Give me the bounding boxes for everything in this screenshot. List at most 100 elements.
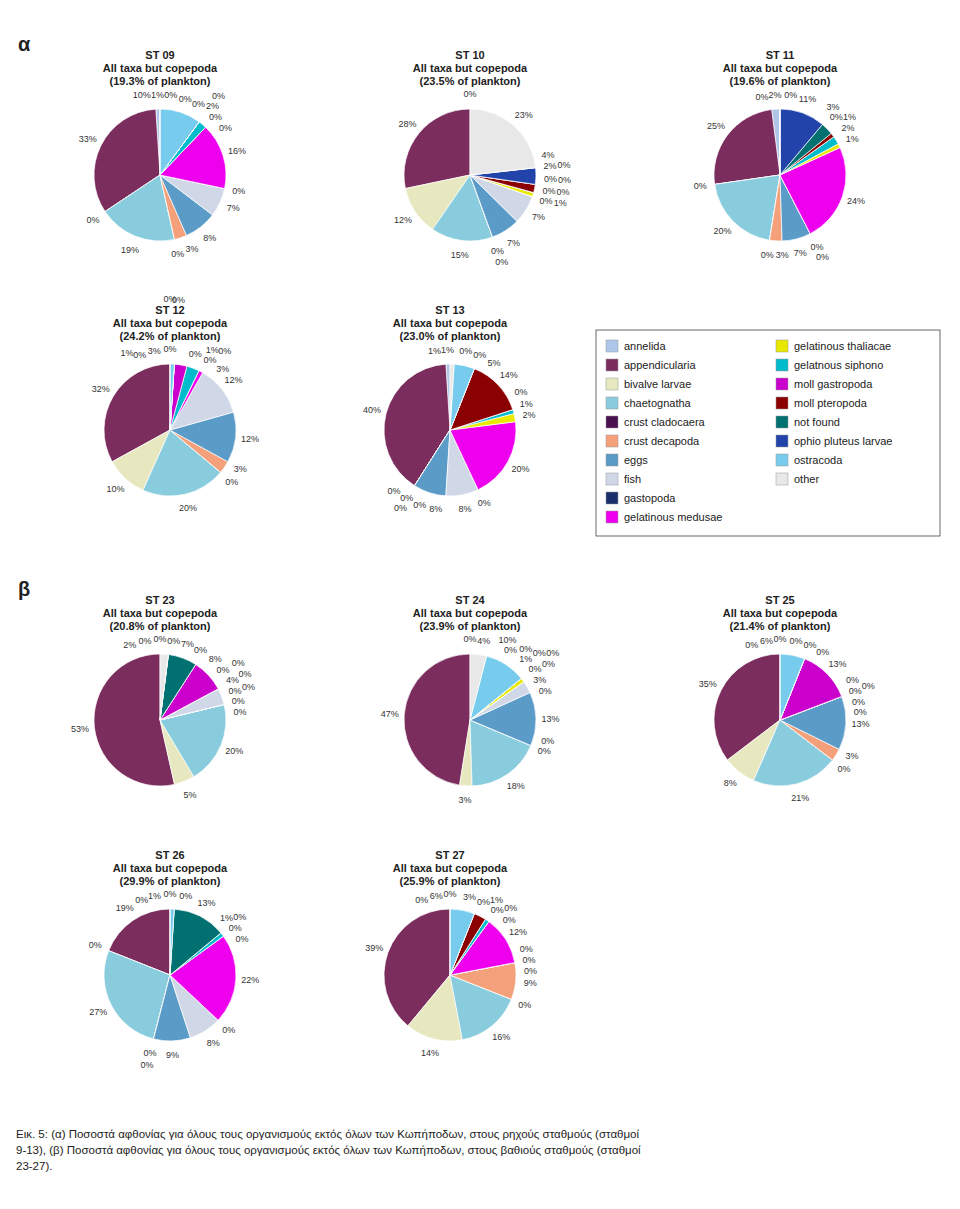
data-label: 8% bbox=[207, 1038, 220, 1048]
legend-swatch bbox=[606, 397, 618, 409]
data-label: 28% bbox=[398, 119, 416, 129]
legend-swatch bbox=[606, 435, 618, 447]
data-label: 0% bbox=[761, 250, 774, 260]
data-labels: 2%25%0%20%0%3%7%0%0%24%1%2%0%1%3%11%0%0% bbox=[694, 90, 865, 263]
legend-item: moll gastropoda bbox=[776, 378, 873, 390]
data-label: 0% bbox=[473, 350, 486, 360]
legend-label: gelatinous medusae bbox=[624, 511, 722, 523]
data-label: 0% bbox=[477, 897, 490, 907]
title-line: ST 09 bbox=[145, 49, 174, 61]
data-label: 21% bbox=[791, 793, 809, 803]
data-label: 3% bbox=[458, 795, 471, 805]
pie-chart: ST 25All taxa but copepoda(21.4% of plan… bbox=[699, 594, 875, 803]
data-label: 6% bbox=[760, 636, 773, 646]
title-line: ST 12 bbox=[155, 304, 184, 316]
pie-slice bbox=[170, 364, 174, 430]
subtitle-line: (23.0% of plankton) bbox=[400, 330, 501, 342]
chart-title: ST 10All taxa but copepoda(23.5% of plan… bbox=[413, 49, 528, 87]
data-label: 1% bbox=[554, 198, 567, 208]
data-labels: 0%32%10%20%0%3%12%12%0%1%0%3%3%0%0%0%1%0… bbox=[92, 294, 259, 513]
data-label: 33% bbox=[79, 134, 97, 144]
legend-frame bbox=[596, 330, 940, 536]
data-label: 16% bbox=[228, 146, 246, 156]
data-label: 0% bbox=[192, 99, 205, 109]
data-label: 10% bbox=[106, 484, 124, 494]
data-label: 20% bbox=[225, 746, 243, 756]
data-label: 3% bbox=[185, 244, 198, 254]
data-label: 8% bbox=[724, 778, 737, 788]
data-labels: 1%40%0%0%0%0%8%8%0%20%2%1%0%14%0%0%5%1% bbox=[363, 345, 536, 515]
data-label: 25% bbox=[707, 121, 725, 131]
data-label: 12% bbox=[224, 375, 242, 385]
pie-chart: ST 23All taxa but copepoda(20.8% of plan… bbox=[71, 594, 255, 800]
data-label: 0% bbox=[143, 1048, 156, 1058]
pie-slice bbox=[170, 364, 174, 430]
data-label: 0% bbox=[228, 686, 241, 696]
title-line: ST 10 bbox=[455, 49, 484, 61]
data-label: 0% bbox=[242, 682, 255, 692]
data-label: 2% bbox=[206, 101, 219, 111]
data-label: 0% bbox=[239, 669, 252, 679]
data-label: 0% bbox=[523, 955, 536, 965]
data-label: 5% bbox=[488, 358, 501, 368]
data-label: 0% bbox=[546, 648, 559, 658]
data-label: 3% bbox=[148, 346, 161, 356]
data-label: 0% bbox=[443, 889, 456, 899]
subtitle-line: (19.3% of plankton) bbox=[110, 75, 211, 87]
data-label: 20% bbox=[714, 226, 732, 236]
data-label: 0% bbox=[153, 634, 166, 644]
legend-swatch bbox=[776, 473, 788, 485]
slices bbox=[104, 364, 236, 496]
title-line: ST 25 bbox=[765, 594, 794, 606]
chart-title: ST 27All taxa but copepoda(25.9% of plan… bbox=[393, 849, 508, 887]
chart-title: ST 24All taxa but copepoda(23.9% of plan… bbox=[413, 594, 528, 632]
legend-label: crust decapoda bbox=[624, 435, 700, 447]
data-label: 4% bbox=[541, 150, 554, 160]
data-label: 6% bbox=[430, 891, 443, 901]
data-label: 0% bbox=[400, 493, 413, 503]
data-label: 0% bbox=[163, 889, 176, 899]
legend-swatch bbox=[776, 378, 788, 390]
data-label: 8% bbox=[203, 233, 216, 243]
data-label: 0% bbox=[232, 658, 245, 668]
subtitle-line: All taxa but copepoda bbox=[113, 862, 228, 874]
caption-line: Εικ. 5: (α) Ποσοστά αφθονίας για όλους τ… bbox=[16, 1128, 639, 1140]
data-label: 5% bbox=[183, 790, 196, 800]
pie-slice bbox=[415, 430, 450, 496]
chart-title: ST 11All taxa but copepoda(19.6% of plan… bbox=[723, 49, 838, 87]
data-label: 0% bbox=[540, 196, 553, 206]
legend-label: bivalve larvae bbox=[624, 378, 691, 390]
data-label: 0% bbox=[163, 294, 176, 304]
data-label: 1% bbox=[151, 90, 164, 100]
data-label: 16% bbox=[492, 1032, 510, 1042]
data-label: 7% bbox=[227, 203, 240, 213]
data-label: 2% bbox=[544, 161, 557, 171]
pie-chart: ST 13All taxa but copepoda(23.0% of plan… bbox=[363, 304, 536, 514]
pie-slice bbox=[780, 109, 822, 175]
data-label: 19% bbox=[116, 903, 134, 913]
subtitle-line: All taxa but copepoda bbox=[413, 62, 528, 74]
data-label: 0% bbox=[790, 636, 803, 646]
data-label: 0% bbox=[745, 640, 758, 650]
data-label: 2% bbox=[523, 410, 536, 420]
pie-chart: ST 24All taxa but copepoda(23.9% of plan… bbox=[381, 594, 560, 805]
legend-label: gastopoda bbox=[624, 492, 676, 504]
data-label: 0% bbox=[234, 707, 247, 717]
chart-title: ST 25All taxa but copepoda(21.4% of plan… bbox=[723, 594, 838, 632]
data-label: 12% bbox=[394, 215, 412, 225]
data-label: 14% bbox=[421, 1048, 439, 1058]
data-label: 0% bbox=[194, 645, 207, 655]
data-labels: 0%53%5%20%0%0%0%4%0%0%0%0%8%0%7%0%0%2% bbox=[71, 634, 255, 799]
subtitle-line: (23.9% of plankton) bbox=[420, 620, 521, 632]
data-labels: 0%28%12%15%0%0%7%7%0%0%1%0%0%2%0%4%0%23% bbox=[394, 89, 571, 266]
subtitle-line: (23.5% of plankton) bbox=[420, 75, 521, 87]
legend-label: ophio pluteus larvae bbox=[794, 435, 892, 447]
data-label: 0% bbox=[773, 634, 786, 644]
data-label: 0% bbox=[556, 187, 569, 197]
data-label: 7% bbox=[507, 238, 520, 248]
data-label: 0% bbox=[519, 644, 532, 654]
data-label: 3% bbox=[533, 675, 546, 685]
data-label: 0% bbox=[138, 636, 151, 646]
data-label: 0% bbox=[538, 746, 551, 756]
data-label: 0% bbox=[694, 181, 707, 191]
